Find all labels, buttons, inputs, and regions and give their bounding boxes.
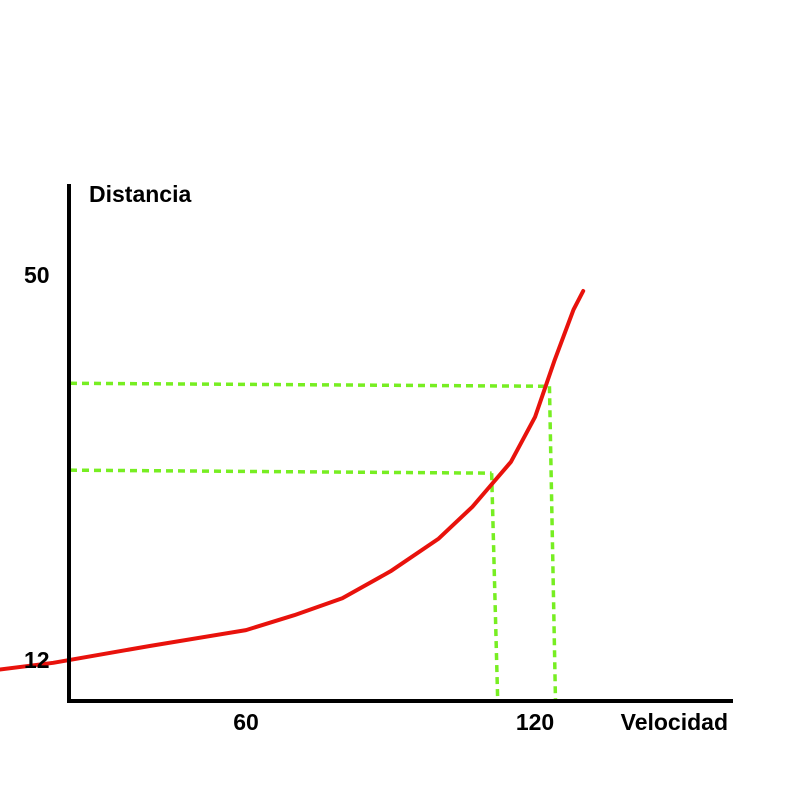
reference-line-horizontal-1 <box>69 381 550 389</box>
y-axis-title: Distancia <box>89 181 191 207</box>
y-tick-label-12: 12 <box>24 647 50 673</box>
reference-line-vertical-1 <box>547 386 558 700</box>
x-tick-label-60: 60 <box>233 709 259 735</box>
y-tick-label-50: 50 <box>24 262 50 288</box>
series-line-0 <box>0 289 586 672</box>
series-layer <box>0 289 586 672</box>
x-tick-label-120: 120 <box>516 709 554 735</box>
reference-line-vertical-0 <box>489 473 500 700</box>
reference-lines <box>69 381 558 700</box>
reference-line-horizontal-0 <box>69 468 492 475</box>
x-axis-title: Velocidad <box>621 709 728 735</box>
